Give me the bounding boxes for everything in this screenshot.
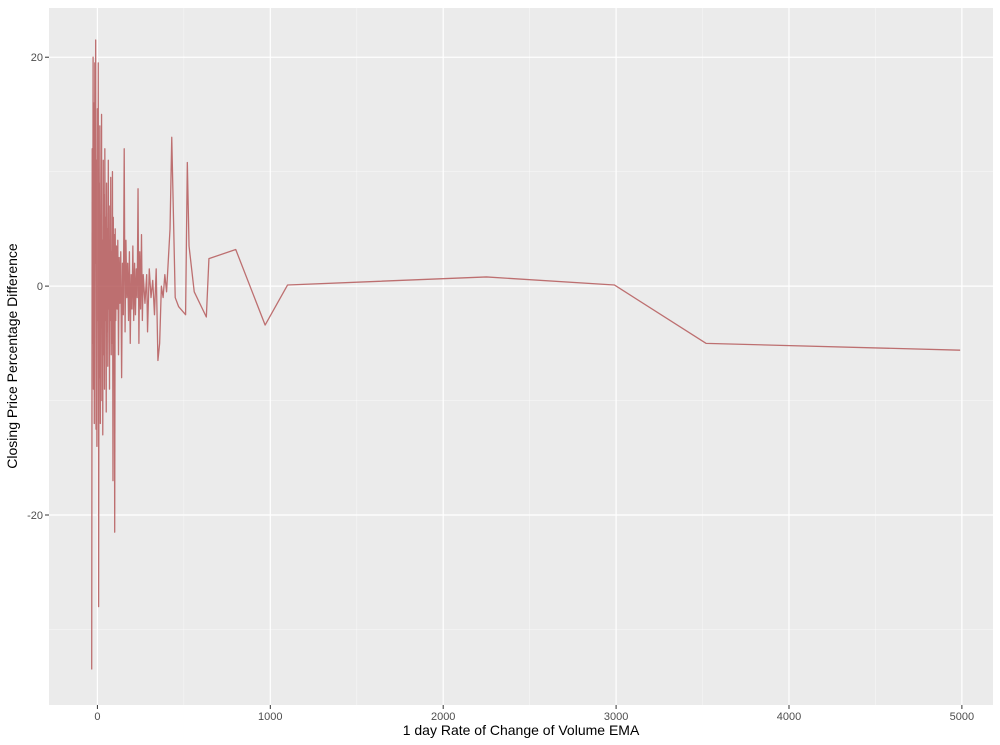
x-tick-label: 3000: [604, 711, 628, 723]
x-tick-label: 1000: [258, 711, 282, 723]
series-line: [91, 39, 961, 670]
x-tick-label: 2000: [431, 711, 455, 723]
x-axis: 0 1000 2000 3000 4000 5000: [94, 705, 974, 723]
grid-minor: [49, 8, 993, 705]
x-axis-title: 1 day Rate of Change of Volume EMA: [403, 722, 640, 738]
x-tick-label: 4000: [777, 711, 801, 723]
series-layer: [91, 39, 961, 670]
y-tick-label: -20: [27, 510, 43, 522]
y-tick-label: 20: [31, 52, 43, 64]
y-axis-title: Closing Price Percentage Difference: [4, 243, 20, 469]
x-tick-label: 0: [94, 711, 100, 723]
x-tick-label: 5000: [950, 711, 974, 723]
grid-major: [49, 8, 993, 705]
plot-panel: [49, 8, 993, 705]
y-tick-label: 0: [37, 281, 43, 293]
y-axis: -20 0 20: [27, 52, 49, 522]
